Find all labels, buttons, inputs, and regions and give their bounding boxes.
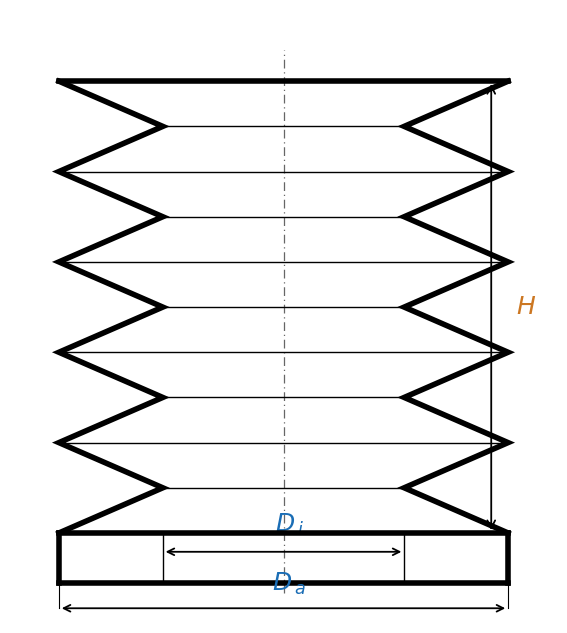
Text: $\mathit{H}$: $\mathit{H}$ <box>517 295 536 319</box>
Text: $D_{\,i}$: $D_{\,i}$ <box>274 512 303 538</box>
Text: $D_{\,a}$: $D_{\,a}$ <box>272 571 306 597</box>
